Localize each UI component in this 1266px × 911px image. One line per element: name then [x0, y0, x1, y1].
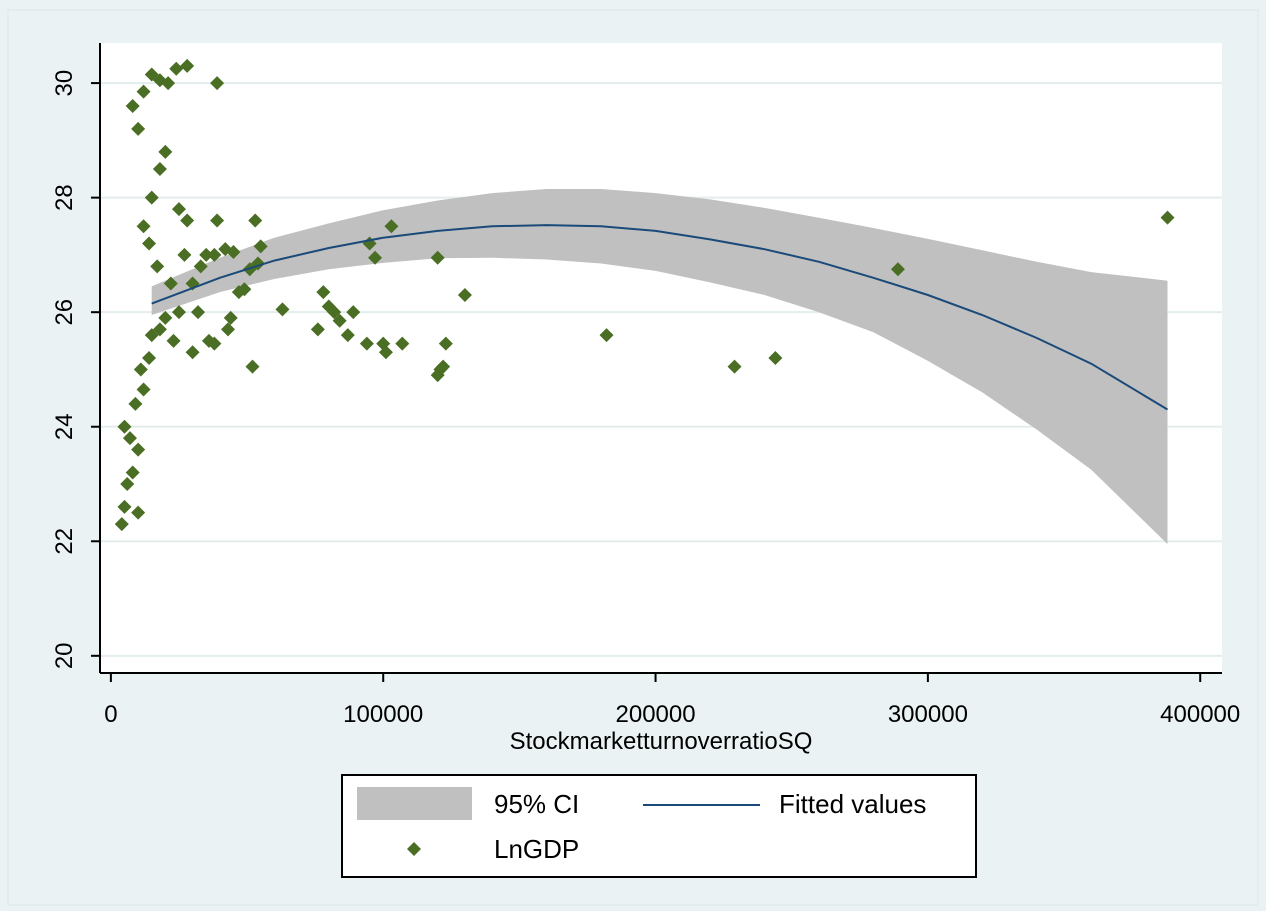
data-point-lngdp [378, 345, 393, 360]
data-point-lngdp [185, 345, 200, 360]
data-point-lngdp [253, 239, 268, 254]
data-point-lngdp [169, 61, 184, 76]
y-tick-label: 30 [51, 70, 78, 97]
data-point-lngdp [136, 382, 151, 397]
data-point-lngdp [332, 313, 347, 328]
data-point-lngdp [890, 262, 905, 277]
legend-lngdp-label: LnGDP [494, 834, 579, 864]
x-tick-label: 0 [104, 701, 117, 728]
data-point-lngdp [136, 219, 151, 234]
data-point-lngdp [144, 190, 159, 205]
data-point-lngdp [152, 162, 167, 176]
data-point-lngdp [438, 336, 453, 351]
data-point-lngdp [207, 336, 222, 351]
y-tick-label: 24 [51, 413, 78, 440]
data-point-lngdp [368, 250, 383, 265]
y-tick-label: 26 [51, 299, 78, 326]
data-point-lngdp [136, 84, 151, 99]
data-point-lngdp [117, 419, 132, 434]
data-point-lngdp [180, 58, 195, 73]
x-tick-label: 400000 [1160, 701, 1240, 728]
legend-lngdp-marker [407, 842, 421, 856]
data-point-lngdp [275, 302, 290, 317]
data-point-lngdp [171, 202, 186, 217]
data-point-lngdp [210, 76, 225, 91]
data-point-lngdp [158, 144, 173, 159]
legend-ci-swatch [357, 787, 472, 820]
data-point-lngdp [340, 328, 355, 343]
data-point-lngdp [171, 305, 186, 320]
data-point-lngdp [158, 310, 173, 325]
data-point-lngdp [131, 442, 146, 457]
data-point-lngdp [430, 250, 445, 265]
data-point-lngdp [207, 247, 222, 262]
data-point-lngdp [131, 505, 146, 520]
data-point-lngdp [128, 396, 143, 411]
data-point-lngdp [245, 359, 260, 374]
data-point-lngdp [163, 276, 178, 291]
data-point-lngdp [223, 310, 238, 325]
data-point-lngdp [237, 282, 252, 297]
x-axis-title: StockmarketturnoverratioSQ [510, 728, 813, 755]
data-point-lngdp [220, 322, 235, 337]
data-point-lngdp [180, 213, 195, 228]
data-point-lngdp [117, 499, 132, 514]
data-point-lngdp [316, 285, 331, 300]
data-point-lngdp [395, 336, 410, 351]
y-tick-label: 22 [51, 528, 78, 555]
data-point-lngdp [193, 259, 208, 274]
data-point-lngdp [131, 121, 146, 136]
data-point-lngdp [177, 247, 192, 262]
x-tick-label: 100000 [343, 701, 423, 728]
data-point-lngdp [768, 351, 783, 365]
data-point-lngdp [114, 517, 129, 532]
fitted-line [151, 224, 1169, 411]
ci-band [151, 189, 1168, 545]
data-point-lngdp [142, 351, 157, 365]
data-point-lngdp [210, 213, 225, 228]
data-point-lngdp [199, 247, 214, 262]
data-point-lngdp [457, 288, 472, 302]
data-point-lngdp [599, 328, 614, 343]
data-point-lngdp [727, 359, 742, 374]
data-point-lngdp [384, 219, 399, 234]
legend-ci-label: 95% CI [494, 789, 579, 819]
x-tick-label: 200000 [616, 701, 696, 728]
y-tick-label: 28 [51, 184, 78, 211]
data-point-lngdp [346, 305, 361, 320]
data-point-lngdp [327, 305, 342, 320]
data-point-lngdp [120, 477, 135, 491]
x-tick-label: 300000 [888, 701, 968, 728]
data-point-lngdp [122, 431, 137, 446]
data-point-lngdp [142, 236, 157, 251]
y-tick-label: 20 [51, 642, 78, 669]
data-point-lngdp [248, 213, 263, 228]
data-point-lngdp [310, 322, 325, 337]
data-point-lngdp [150, 259, 165, 274]
data-point-lngdp [125, 99, 140, 113]
data-point-lngdp [152, 322, 167, 337]
data-point-lngdp [1160, 210, 1175, 225]
data-point-lngdp [436, 359, 451, 374]
legend-fitted-label: Fitted values [779, 789, 926, 819]
data-point-lngdp [166, 333, 181, 348]
data-point-lngdp [226, 245, 241, 260]
data-point-lngdp [359, 336, 374, 351]
data-point-lngdp [161, 76, 176, 91]
data-point-lngdp [125, 465, 140, 480]
data-point-lngdp [133, 362, 148, 377]
data-point-lngdp [191, 305, 206, 320]
